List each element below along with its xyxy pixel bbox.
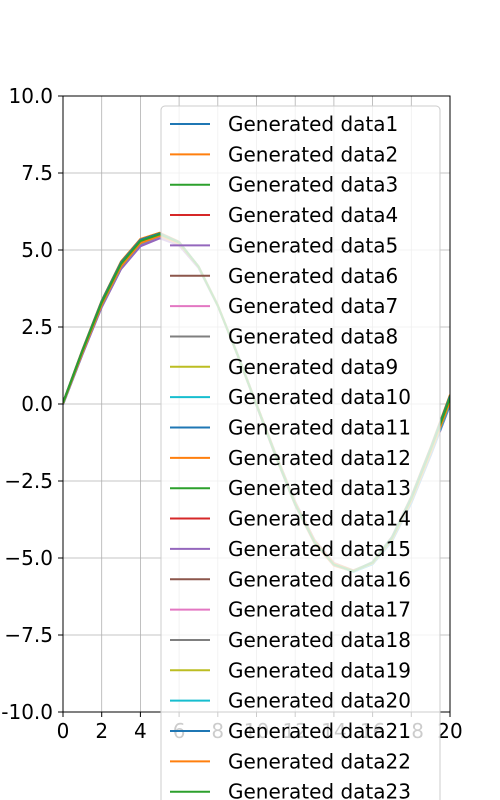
legend-label: Generated data1 xyxy=(228,112,398,136)
legend-label: Generated data23 xyxy=(228,780,411,800)
y-tick-label: −7.5 xyxy=(4,623,53,647)
legend-label: Generated data19 xyxy=(228,658,411,682)
y-tick-label: 10.0 xyxy=(8,84,53,108)
legend-label: Generated data18 xyxy=(228,628,411,652)
x-tick-label: 20 xyxy=(437,719,462,743)
legend-label: Generated data16 xyxy=(228,567,411,591)
legend-label: Generated data6 xyxy=(228,264,398,288)
legend-label: Generated data15 xyxy=(228,537,411,561)
legend-label: Generated data9 xyxy=(228,355,398,379)
y-tick-label: 0.0 xyxy=(21,392,53,416)
legend-label: Generated data5 xyxy=(228,233,398,257)
x-tick-label: 0 xyxy=(57,719,70,743)
legend-label: Generated data10 xyxy=(228,385,411,409)
y-tick-label: -10.0 xyxy=(1,700,53,724)
legend: Generated data1 Generated data2 Generated … xyxy=(160,105,441,800)
legend-box xyxy=(160,105,441,800)
legend-label: Generated data4 xyxy=(228,203,398,227)
y-tick-label: −5.0 xyxy=(4,546,53,570)
legend-label: Generated data2 xyxy=(228,142,398,166)
x-tick-label: 4 xyxy=(134,719,147,743)
legend-label: Generated data8 xyxy=(228,324,398,348)
x-tick-label: 2 xyxy=(95,719,108,743)
y-tick-label: 2.5 xyxy=(21,315,53,339)
legend-label: Generated data17 xyxy=(228,598,411,622)
y-axis-ticks: 10.0 7.5 5.0 2.5 0.0 −2.5 −5.0 −7.5 -10.0 xyxy=(1,84,63,724)
legend-label: Generated data7 xyxy=(228,294,398,318)
legend-label: Generated data11 xyxy=(228,416,411,440)
legend-label: Generated data3 xyxy=(228,173,398,197)
y-tick-label: −2.5 xyxy=(4,469,53,493)
legend-label: Generated data14 xyxy=(228,507,411,531)
legend-label: Generated data20 xyxy=(228,689,411,713)
legend-label: Generated data22 xyxy=(228,749,411,773)
legend-label: Generated data13 xyxy=(228,476,411,500)
y-tick-label: 5.0 xyxy=(21,238,53,262)
legend-label: Generated data21 xyxy=(228,719,411,743)
y-tick-label: 7.5 xyxy=(21,161,53,185)
legend-label: Generated data12 xyxy=(228,446,411,470)
